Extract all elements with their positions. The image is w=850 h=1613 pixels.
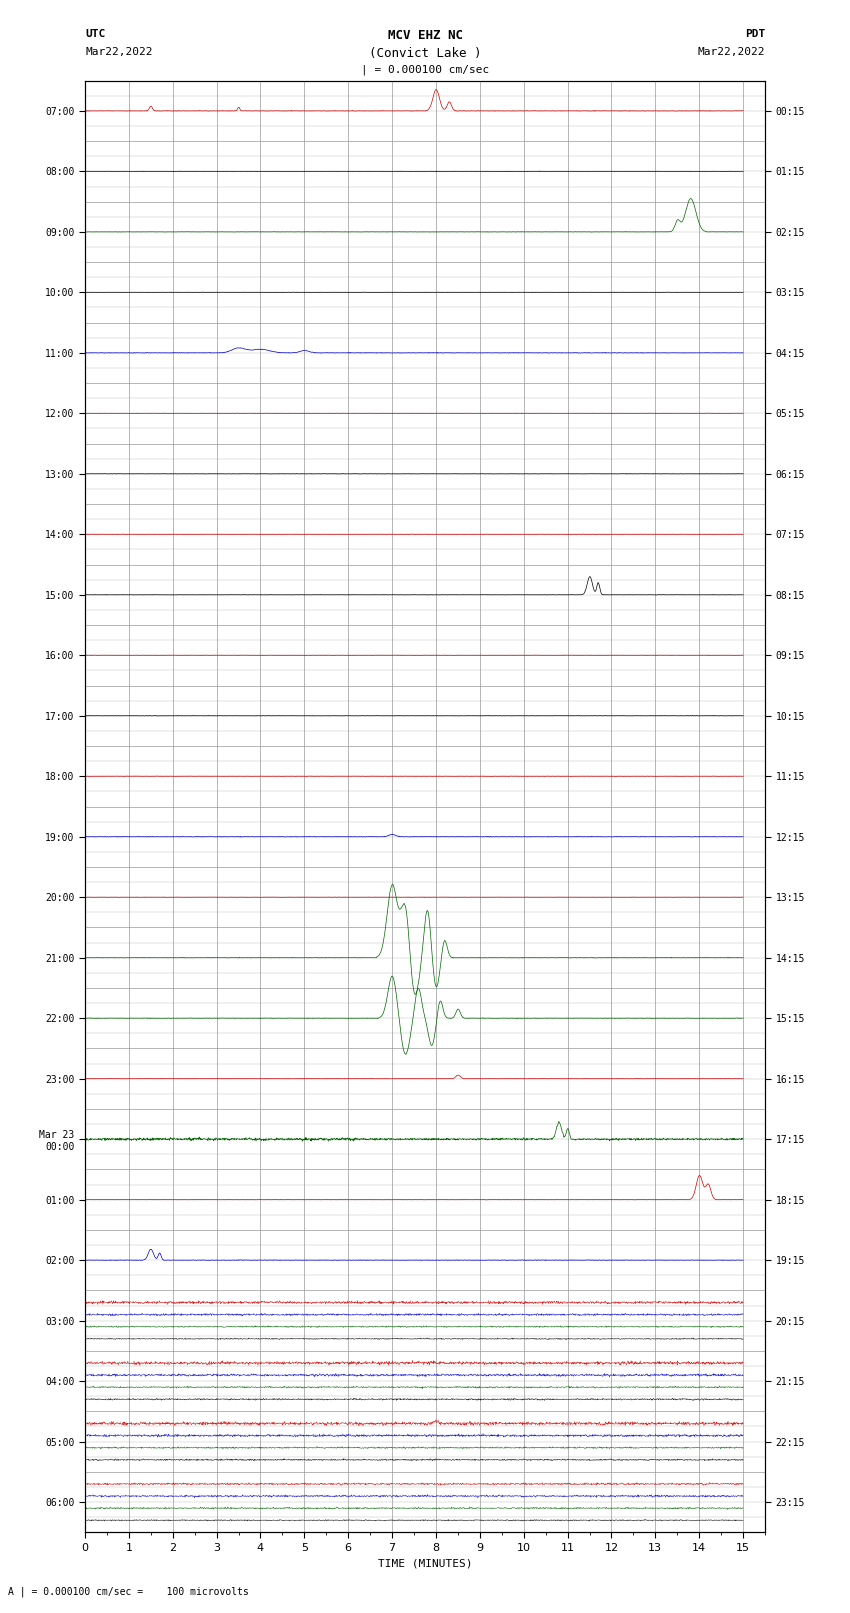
Text: PDT: PDT xyxy=(745,29,765,39)
Text: (Convict Lake ): (Convict Lake ) xyxy=(369,47,481,60)
X-axis label: TIME (MINUTES): TIME (MINUTES) xyxy=(377,1558,473,1568)
Text: Mar22,2022: Mar22,2022 xyxy=(698,47,765,56)
Text: | = 0.000100 cm/sec: | = 0.000100 cm/sec xyxy=(361,65,489,76)
Text: MCV EHZ NC: MCV EHZ NC xyxy=(388,29,462,42)
Text: UTC: UTC xyxy=(85,29,105,39)
Text: Mar22,2022: Mar22,2022 xyxy=(85,47,152,56)
Text: A | = 0.000100 cm/sec =    100 microvolts: A | = 0.000100 cm/sec = 100 microvolts xyxy=(8,1586,249,1597)
